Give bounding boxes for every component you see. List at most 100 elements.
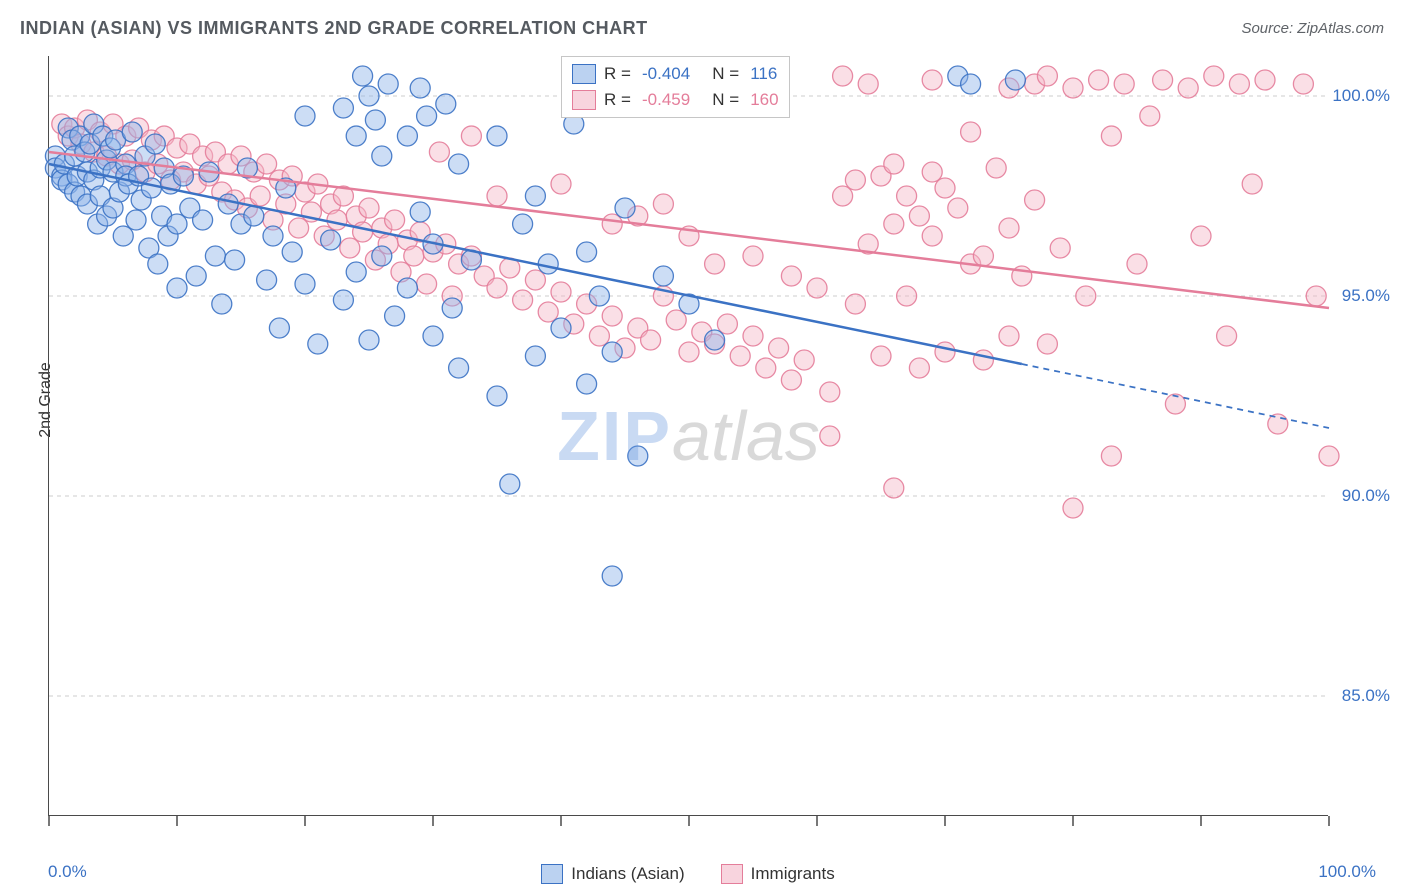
legend-n-value: 160	[750, 90, 778, 110]
scatter-point-immigrants	[513, 290, 533, 310]
scatter-point-immigrants	[404, 246, 424, 266]
scatter-point-immigrants	[781, 370, 801, 390]
legend-r-value: -0.459	[642, 90, 690, 110]
scatter-point-immigrants	[973, 246, 993, 266]
scatter-point-indians	[577, 374, 597, 394]
scatter-point-immigrants	[679, 342, 699, 362]
scatter-point-immigrants	[551, 174, 571, 194]
scatter-point-immigrants	[551, 282, 571, 302]
scatter-point-immigrants	[884, 214, 904, 234]
scatter-point-immigrants	[794, 350, 814, 370]
scatter-point-immigrants	[1076, 286, 1096, 306]
scatter-point-indians	[397, 126, 417, 146]
scatter-point-immigrants	[602, 306, 622, 326]
scatter-point-immigrants	[1140, 106, 1160, 126]
scatter-point-immigrants	[999, 326, 1019, 346]
scatter-point-immigrants	[589, 326, 609, 346]
scatter-point-immigrants	[717, 314, 737, 334]
legend-stats-box: R =-0.404N =116R =-0.459N =160	[561, 56, 790, 118]
scatter-point-indians	[449, 154, 469, 174]
scatter-point-immigrants	[1025, 190, 1045, 210]
y-tick-label: 95.0%	[1342, 286, 1390, 306]
scatter-point-indians	[244, 206, 264, 226]
scatter-point-immigrants	[1114, 74, 1134, 94]
scatter-point-immigrants	[743, 326, 763, 346]
scatter-point-indians	[487, 126, 507, 146]
scatter-point-immigrants	[1037, 66, 1057, 86]
plot-area: ZIPatlas R =-0.404N =116R =-0.459N =160 …	[48, 56, 1328, 816]
scatter-point-indians	[410, 78, 430, 98]
source-label: Source: ZipAtlas.com	[1241, 20, 1384, 37]
scatter-point-immigrants	[289, 218, 309, 238]
scatter-point-immigrants	[897, 286, 917, 306]
scatter-point-indians	[122, 122, 142, 142]
scatter-point-immigrants	[1242, 174, 1262, 194]
scatter-point-immigrants	[935, 178, 955, 198]
scatter-point-indians	[145, 134, 165, 154]
scatter-point-immigrants	[986, 158, 1006, 178]
scatter-point-immigrants	[820, 426, 840, 446]
chart-title: INDIAN (ASIAN) VS IMMIGRANTS 2ND GRADE C…	[20, 18, 648, 39]
scatter-point-indians	[602, 566, 622, 586]
scatter-point-immigrants	[602, 214, 622, 234]
scatter-point-indians	[225, 250, 245, 270]
scatter-point-immigrants	[1255, 70, 1275, 90]
legend-stats-row: R =-0.459N =160	[572, 87, 779, 113]
scatter-point-immigrants	[922, 70, 942, 90]
scatter-point-indians	[321, 230, 341, 250]
scatter-point-immigrants	[250, 186, 270, 206]
scatter-point-indians	[126, 210, 146, 230]
scatter-point-immigrants	[807, 278, 827, 298]
legend-swatch	[541, 864, 563, 884]
scatter-point-immigrants	[1101, 446, 1121, 466]
legend-swatch	[572, 64, 596, 84]
scatter-point-indians	[257, 270, 277, 290]
scatter-point-indians	[308, 334, 328, 354]
scatter-point-immigrants	[1204, 66, 1224, 86]
scatter-point-indians	[333, 98, 353, 118]
scatter-point-indians	[218, 194, 238, 214]
scatter-point-immigrants	[385, 210, 405, 230]
scatter-point-immigrants	[781, 266, 801, 286]
scatter-point-immigrants	[922, 162, 942, 182]
scatter-point-immigrants	[858, 74, 878, 94]
scatter-point-immigrants	[769, 338, 789, 358]
scatter-point-indians	[167, 278, 187, 298]
scatter-point-indians	[500, 474, 520, 494]
scatter-point-indians	[525, 186, 545, 206]
y-tick-label: 90.0%	[1342, 486, 1390, 506]
scatter-point-indians	[449, 358, 469, 378]
scatter-point-indians	[205, 246, 225, 266]
scatter-point-indians	[577, 242, 597, 262]
legend-label: Indians (Asian)	[571, 864, 684, 884]
scatter-point-immigrants	[429, 142, 449, 162]
scatter-point-indians	[212, 294, 232, 314]
y-tick-label: 100.0%	[1332, 86, 1390, 106]
scatter-point-immigrants	[666, 310, 686, 330]
scatter-point-indians	[295, 106, 315, 126]
scatter-point-immigrants	[705, 254, 725, 274]
legend-bottom: Indians (Asian)Immigrants	[48, 864, 1328, 884]
scatter-point-immigrants	[461, 126, 481, 146]
scatter-point-immigrants	[1063, 78, 1083, 98]
scatter-point-immigrants	[1165, 394, 1185, 414]
scatter-point-indians	[141, 178, 161, 198]
scatter-point-immigrants	[845, 294, 865, 314]
scatter-point-indians	[148, 254, 168, 274]
scatter-point-indians	[513, 214, 533, 234]
scatter-point-indians	[442, 298, 462, 318]
scatter-point-indians	[1005, 70, 1025, 90]
scatter-point-immigrants	[327, 210, 347, 230]
scatter-point-immigrants	[948, 198, 968, 218]
scatter-point-indians	[359, 86, 379, 106]
scatter-point-indians	[372, 246, 392, 266]
scatter-point-immigrants	[1217, 326, 1237, 346]
scatter-point-indians	[961, 74, 981, 94]
scatter-point-immigrants	[1293, 74, 1313, 94]
scatter-point-immigrants	[359, 198, 379, 218]
scatter-point-indians	[423, 326, 443, 346]
scatter-point-indians	[628, 446, 648, 466]
scatter-point-indians	[372, 146, 392, 166]
scatter-point-immigrants	[641, 330, 661, 350]
scatter-point-immigrants	[1050, 238, 1070, 258]
